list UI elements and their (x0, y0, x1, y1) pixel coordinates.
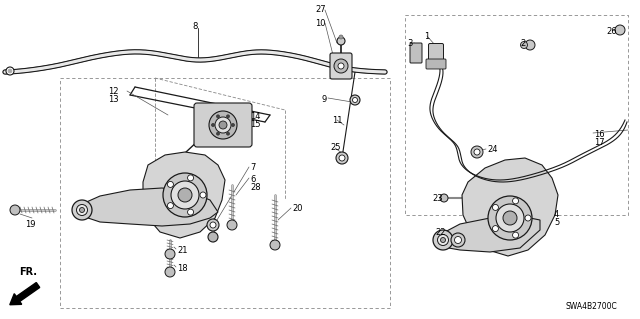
Text: SWA4B2700C: SWA4B2700C (565, 302, 617, 311)
Circle shape (210, 222, 216, 228)
Polygon shape (462, 158, 558, 256)
Text: 1: 1 (424, 32, 429, 41)
Circle shape (454, 236, 461, 243)
Circle shape (216, 115, 220, 118)
Circle shape (165, 249, 175, 259)
Circle shape (6, 67, 14, 75)
Text: 2: 2 (520, 39, 525, 48)
Polygon shape (82, 188, 218, 226)
Text: 21: 21 (177, 246, 188, 255)
Circle shape (525, 40, 535, 50)
Text: 6: 6 (250, 175, 255, 184)
Circle shape (79, 207, 84, 212)
Circle shape (353, 98, 358, 102)
Circle shape (513, 198, 518, 204)
Circle shape (474, 149, 480, 155)
Circle shape (227, 220, 237, 230)
Circle shape (232, 123, 234, 127)
Circle shape (488, 196, 532, 240)
Text: 5: 5 (554, 218, 559, 227)
Polygon shape (443, 216, 540, 252)
Circle shape (440, 238, 445, 242)
Text: 18: 18 (177, 264, 188, 273)
Circle shape (350, 95, 360, 105)
Circle shape (339, 35, 343, 39)
Circle shape (337, 37, 345, 45)
Circle shape (270, 240, 280, 250)
Circle shape (227, 115, 230, 118)
Circle shape (188, 209, 193, 215)
Text: 17: 17 (594, 138, 605, 147)
Circle shape (72, 200, 92, 220)
Text: 23: 23 (432, 194, 443, 203)
Circle shape (492, 226, 499, 232)
Circle shape (163, 173, 207, 217)
Polygon shape (143, 152, 225, 238)
Circle shape (178, 188, 192, 202)
Circle shape (208, 232, 218, 242)
FancyBboxPatch shape (330, 53, 352, 79)
Text: 26: 26 (606, 27, 616, 36)
Text: 11: 11 (332, 116, 342, 125)
Circle shape (338, 63, 344, 69)
Circle shape (200, 192, 206, 198)
Circle shape (503, 211, 517, 225)
Circle shape (209, 111, 237, 139)
Text: 10: 10 (315, 19, 326, 28)
Circle shape (451, 233, 465, 247)
Circle shape (496, 204, 524, 232)
Circle shape (207, 219, 219, 231)
Text: 15: 15 (250, 120, 260, 129)
Circle shape (188, 175, 193, 181)
Text: 25: 25 (330, 143, 340, 152)
Text: 7: 7 (250, 163, 255, 172)
Circle shape (513, 232, 518, 238)
Circle shape (336, 152, 348, 164)
Circle shape (8, 69, 12, 73)
Text: 13: 13 (108, 95, 118, 104)
Circle shape (339, 155, 345, 161)
Circle shape (433, 230, 453, 250)
Text: 4: 4 (554, 210, 559, 219)
FancyBboxPatch shape (429, 43, 444, 69)
Text: 28: 28 (250, 183, 260, 192)
Circle shape (525, 215, 531, 221)
Text: 22: 22 (435, 228, 445, 237)
Circle shape (165, 267, 175, 277)
Circle shape (171, 181, 199, 209)
Circle shape (440, 194, 448, 202)
Text: 9: 9 (322, 95, 327, 104)
Circle shape (216, 132, 220, 135)
Text: 12: 12 (108, 87, 118, 96)
FancyBboxPatch shape (194, 103, 252, 147)
Text: 14: 14 (250, 112, 260, 121)
Circle shape (438, 234, 449, 246)
Circle shape (168, 182, 173, 188)
Circle shape (10, 205, 20, 215)
Circle shape (492, 204, 499, 211)
Circle shape (615, 25, 625, 35)
Text: 20: 20 (292, 204, 303, 213)
Circle shape (77, 204, 88, 216)
Circle shape (520, 41, 527, 48)
Text: 8: 8 (192, 22, 198, 31)
FancyBboxPatch shape (426, 59, 446, 69)
Circle shape (219, 121, 227, 129)
Circle shape (168, 203, 173, 209)
Text: FR.: FR. (19, 267, 37, 277)
Circle shape (227, 132, 230, 135)
FancyBboxPatch shape (410, 43, 422, 63)
Text: 3: 3 (407, 39, 412, 48)
Circle shape (471, 146, 483, 158)
Circle shape (215, 117, 231, 133)
FancyArrow shape (10, 283, 40, 305)
Text: 24: 24 (487, 145, 497, 154)
Text: 27: 27 (315, 5, 326, 14)
Circle shape (334, 59, 348, 73)
Text: 16: 16 (594, 130, 605, 139)
Circle shape (211, 123, 214, 127)
Text: 19: 19 (25, 220, 35, 229)
